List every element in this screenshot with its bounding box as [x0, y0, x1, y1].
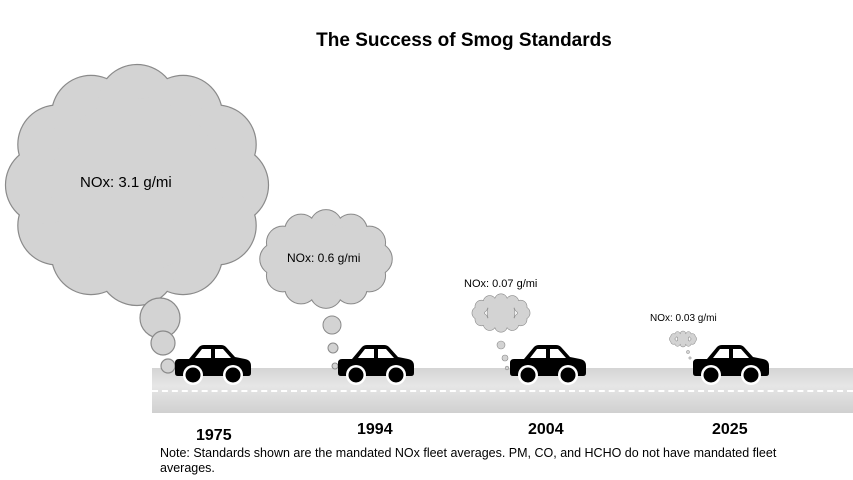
footnote: Note: Standards shown are the mandated N…	[160, 446, 777, 475]
year-label-2004: 2004	[528, 421, 564, 438]
smog-bubble	[322, 315, 342, 335]
car-icon-1994	[338, 345, 414, 385]
smog-bubble	[331, 362, 339, 370]
year-label-1994: 1994	[357, 421, 393, 438]
emission-label-2025: NOx: 0.03 g/mi	[650, 313, 717, 324]
smog-bubble	[501, 354, 509, 362]
smog-cloud-2004	[471, 293, 531, 333]
car-icon-2004	[510, 345, 586, 385]
car-icon-1975	[175, 345, 251, 385]
emission-label-1975: NOx: 3.1 g/mi	[80, 174, 172, 191]
smog-bubble	[150, 330, 176, 356]
smog-bubble	[688, 356, 692, 360]
smog-bubble	[496, 340, 506, 350]
smog-cloud-2025	[669, 330, 697, 348]
smog-cloud-1994	[259, 209, 393, 309]
road-center-line	[152, 390, 853, 392]
emission-label-2004: NOx: 0.07 g/mi	[464, 278, 538, 290]
smog-bubble	[160, 358, 176, 374]
smog-bubble	[327, 342, 339, 354]
chart-title: The Success of Smog Standards	[316, 30, 612, 51]
smog-cloud-1975	[4, 63, 270, 307]
car-icon-2025	[693, 345, 769, 385]
smog-bubble	[686, 350, 690, 354]
year-label-2025: 2025	[712, 421, 748, 438]
emission-label-1994: NOx: 0.6 g/mi	[287, 251, 361, 265]
year-label-1975: 1975	[196, 427, 232, 444]
smog-bubble	[504, 365, 510, 371]
